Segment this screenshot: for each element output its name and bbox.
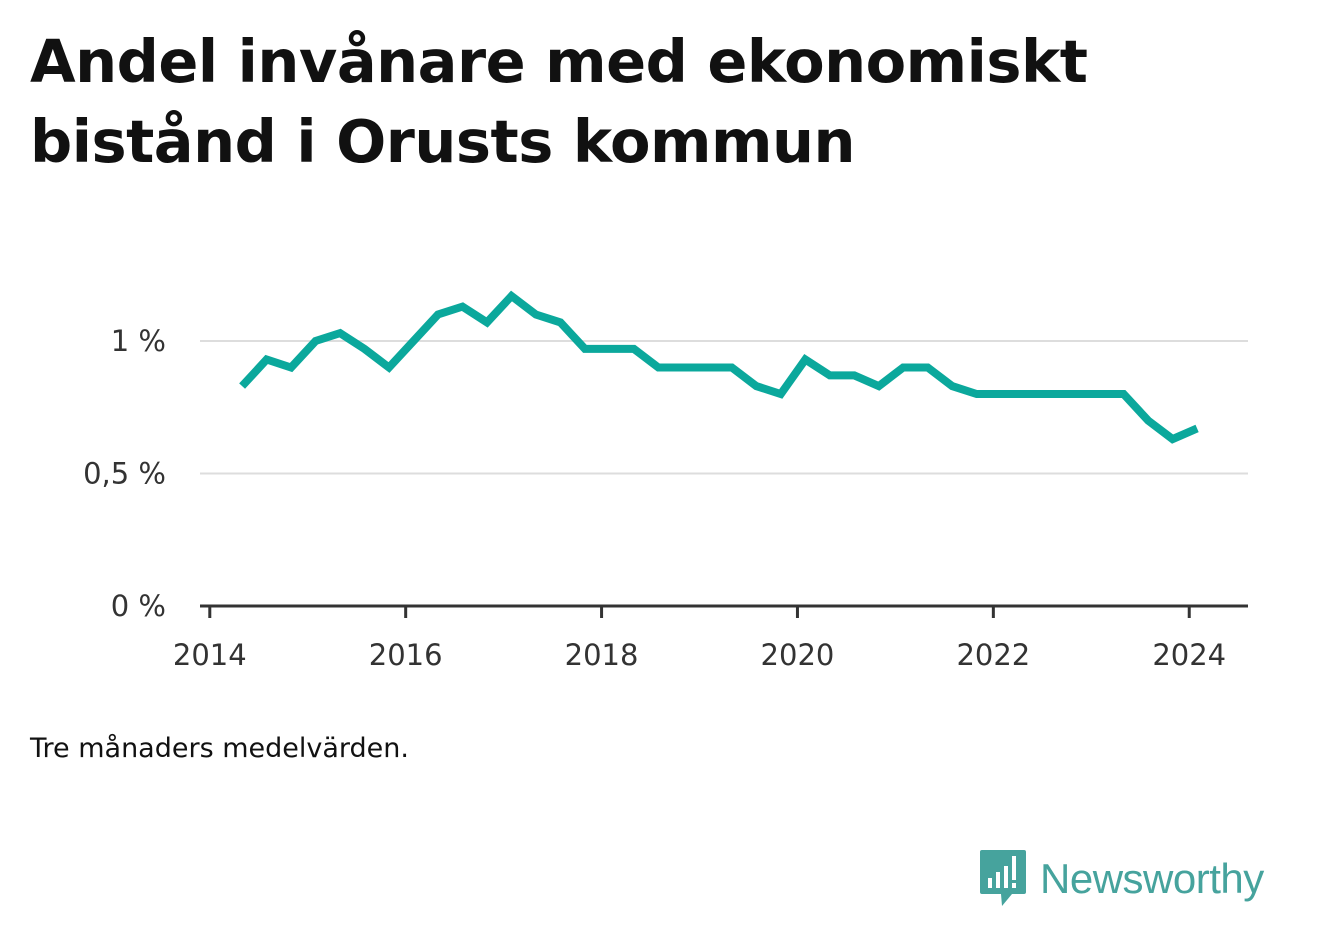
chart-note: Tre månaders medelvärden. xyxy=(30,733,409,764)
series-line xyxy=(239,290,1199,444)
brand-name: Newsworthy xyxy=(1040,855,1264,902)
x-axis: 2014 2016 2018 2020 2022 2024 xyxy=(173,604,1248,672)
gridlines xyxy=(200,340,1248,475)
bar-chart-speech-bubble-icon xyxy=(980,850,1026,906)
x-tick-label: 2018 xyxy=(565,638,639,672)
newsworthy-logo[interactable]: Newsworthy xyxy=(978,848,1264,910)
x-tick-label: 2014 xyxy=(173,638,247,672)
x-tick-label: 2016 xyxy=(369,638,443,672)
y-tick-label: 0,5 % xyxy=(83,457,166,491)
line-chart: 2014 2016 2018 2020 2022 2024 0 % 0,5 % 1 % xyxy=(83,290,1248,672)
y-tick-label: 0 % xyxy=(111,589,166,623)
y-tick-label: 1 % xyxy=(111,324,166,358)
x-tick-label: 2022 xyxy=(956,638,1030,672)
chart-title: Andel invånare med ekonomiskt bistånd i … xyxy=(30,27,1088,176)
x-tick-label: 2020 xyxy=(761,638,835,672)
x-tick-label: 2024 xyxy=(1152,638,1226,672)
series xyxy=(239,290,1199,444)
y-tick-labels: 0 % 0,5 % 1 % xyxy=(83,324,166,623)
